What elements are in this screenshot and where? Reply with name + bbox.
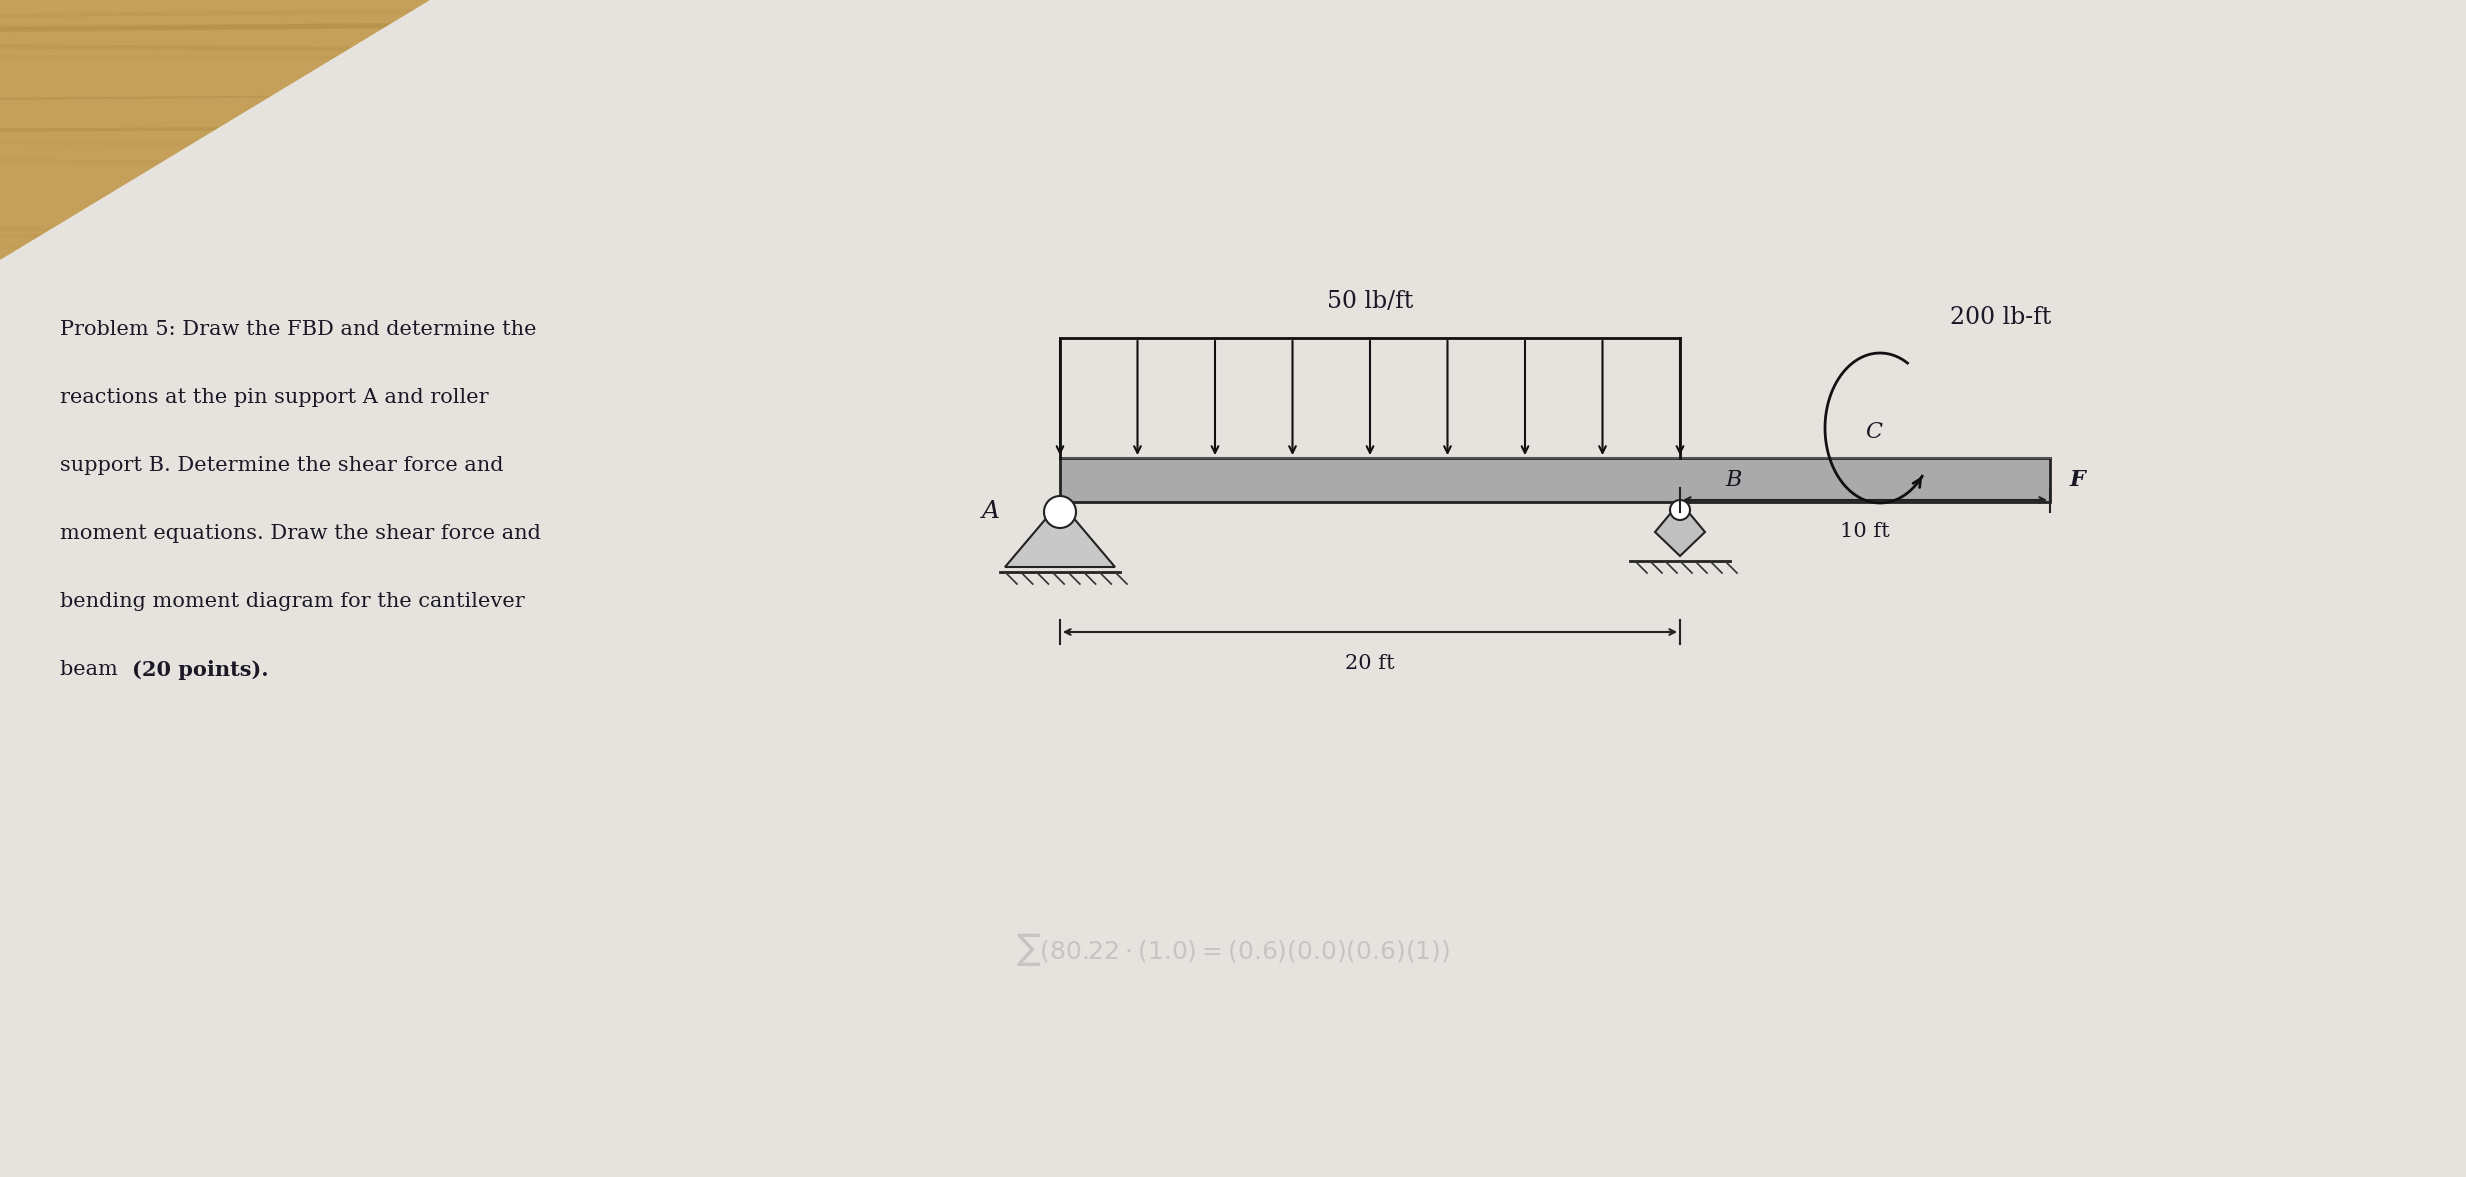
Text: beam: beam [59,660,123,679]
Circle shape [1043,496,1075,528]
Text: Problem 5: Draw the FBD and determine the: Problem 5: Draw the FBD and determine th… [59,320,538,339]
Text: 10 ft: 10 ft [1840,523,1889,541]
Text: moment equations. Draw the shear force and: moment equations. Draw the shear force a… [59,524,540,543]
Polygon shape [1006,503,1115,567]
Text: 20 ft: 20 ft [1344,654,1396,673]
Text: B: B [1726,468,1741,491]
Text: (20 points).: (20 points). [133,660,269,680]
Text: 200 lb-ft: 200 lb-ft [1951,306,2052,330]
Text: support B. Determine the shear force and: support B. Determine the shear force and [59,455,503,476]
Text: 50 lb/ft: 50 lb/ft [1327,290,1413,313]
Text: C: C [1864,421,1882,443]
Polygon shape [1655,503,1704,556]
Bar [1060,458,2049,503]
Text: A: A [981,500,1001,524]
Circle shape [1669,500,1689,520]
Text: F: F [2069,468,2086,491]
Text: reactions at the pin support A and roller: reactions at the pin support A and rolle… [59,388,488,407]
Text: $\sum(80.22\cdot(1.0) = (0.6)(0.0)(0.6)(1))$: $\sum(80.22\cdot(1.0) = (0.6)(0.0)(0.6)(… [1016,931,1450,969]
Text: bending moment diagram for the cantilever: bending moment diagram for the cantileve… [59,592,525,611]
